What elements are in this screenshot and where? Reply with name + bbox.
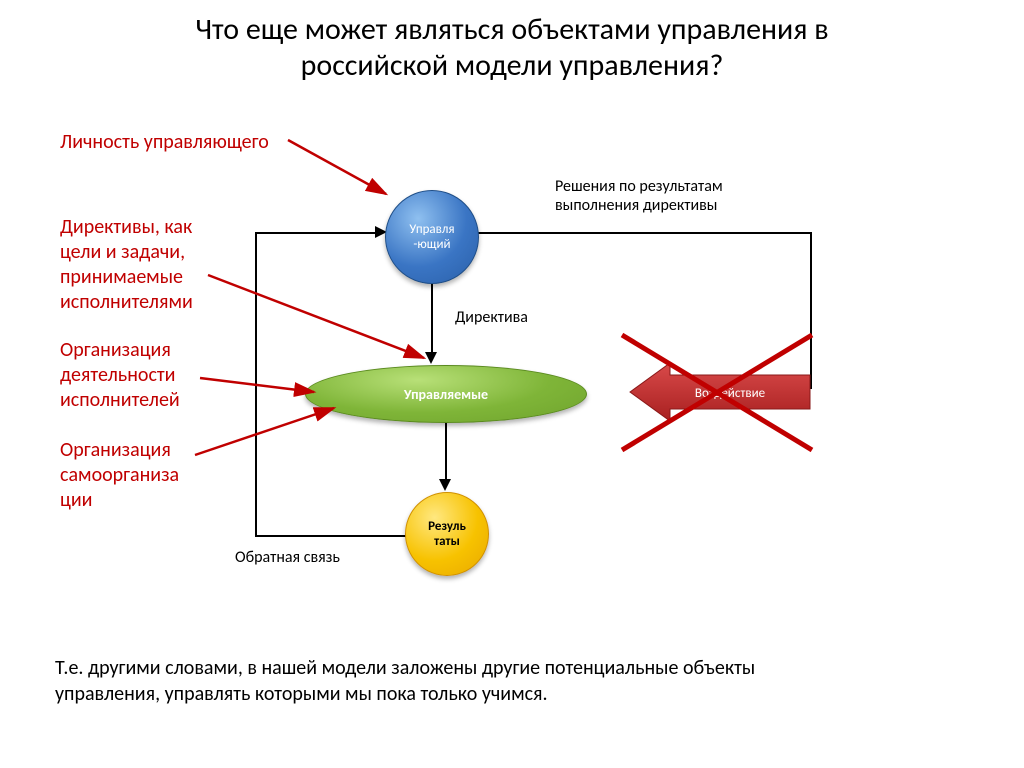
red-arrow-4	[195, 408, 334, 455]
red-arrow-3	[200, 378, 314, 392]
red-arrows	[0, 0, 1024, 768]
footer-text: Т.е. другими словами, в нашей модели зал…	[55, 655, 755, 707]
red-arrow-2	[208, 275, 424, 358]
red-arrow-1	[288, 140, 386, 194]
